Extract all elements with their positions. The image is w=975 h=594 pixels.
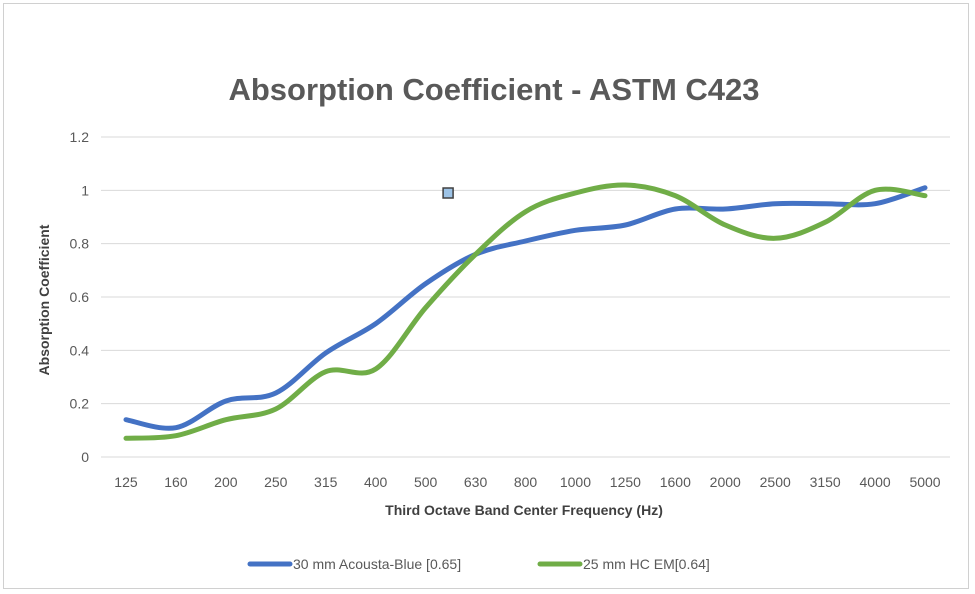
annotation-marker xyxy=(442,187,454,199)
chart-title: Absorption Coefficient - ASTM C423 xyxy=(228,72,759,107)
x-tick-label: 250 xyxy=(264,474,288,490)
x-tick-label: 160 xyxy=(164,474,188,490)
x-tick-label: 3150 xyxy=(810,474,841,490)
x-tick-label: 315 xyxy=(314,474,338,490)
series-line-1 xyxy=(123,185,928,431)
x-tick-label: 4000 xyxy=(860,474,891,490)
x-tick-label: 1000 xyxy=(560,474,591,490)
x-axis-ticks: 125 160 200 250 315 400 500 630 800 1000 1250 1600 2… xyxy=(114,474,941,490)
x-tick-label: 1250 xyxy=(610,474,641,490)
legend: 30 mm Acousta-Blue [0.65] 25 mm HC EM[0.6… xyxy=(247,556,710,572)
x-tick-label: 125 xyxy=(114,474,138,490)
series-lines xyxy=(123,182,928,441)
x-tick-label: 200 xyxy=(214,474,238,490)
y-tick-label: 1.2 xyxy=(70,129,90,145)
y-axis-title: Absorption Coefficient xyxy=(36,224,52,375)
x-tick-label: 400 xyxy=(364,474,388,490)
legend-label: 25 mm HC EM[0.64] xyxy=(583,556,710,572)
y-tick-label: 0.2 xyxy=(70,396,90,412)
series-line-2 xyxy=(123,182,928,441)
line-chart: Absorption Coefficient - ASTM C423 00.20… xyxy=(36,72,950,572)
annotations xyxy=(442,187,454,199)
y-axis-ticks: 0 0.2 0.4 0.6 0.8 1 1.2 xyxy=(70,129,90,465)
x-tick-label: 500 xyxy=(414,474,438,490)
y-tick-label: 0 xyxy=(81,449,89,465)
chart-frame: Absorption Coefficient - ASTM C423 0 0.2 0… xyxy=(3,3,969,589)
x-tick-label: 2000 xyxy=(710,474,741,490)
legend-label: 30 mm Acousta-Blue [0.65] xyxy=(293,556,461,572)
x-tick-label: 5000 xyxy=(909,474,940,490)
x-tick-label: 1600 xyxy=(660,474,691,490)
x-tick-label: 630 xyxy=(464,474,488,490)
x-axis-title: Third Octave Band Center Frequency (Hz) xyxy=(385,502,663,518)
gridlines xyxy=(101,136,950,458)
y-tick-label: 1 xyxy=(81,182,89,198)
x-tick-label: 800 xyxy=(514,474,538,490)
y-tick-label: 0.6 xyxy=(70,289,90,305)
y-tick-label: 0.4 xyxy=(70,342,90,358)
x-tick-label: 2500 xyxy=(760,474,791,490)
y-tick-label: 0.8 xyxy=(70,236,90,252)
